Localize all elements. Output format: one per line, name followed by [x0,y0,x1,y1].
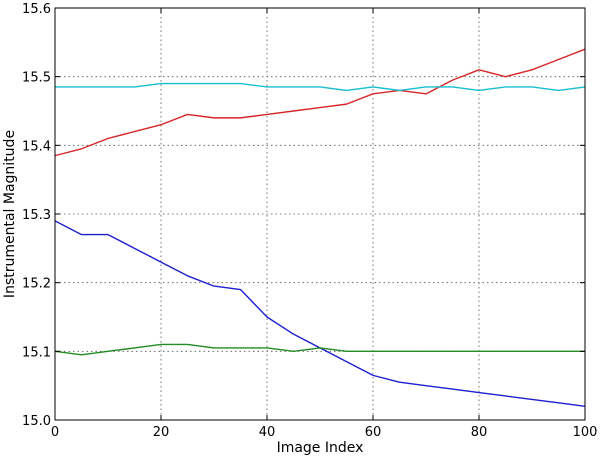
x-tick-label: 0 [51,425,59,440]
y-tick-label: 15.6 [22,2,51,17]
series-line-1 [54,48,586,157]
x-axis-label: Image Index [277,440,364,456]
x-tick-labels: 0 20 40 60 80 100 [51,425,598,440]
y-tick-label: 15.3 [22,208,51,223]
y-axis-label: Instrumental Magnitude [2,130,18,298]
y-tick-label: 15.1 [22,345,51,360]
series-group [54,48,586,407]
y-tick-labels: 15.0 15.1 15.2 15.3 15.4 15.5 15.6 [22,2,51,429]
x-tick-label: 100 [573,425,598,440]
y-tick-label: 15.0 [22,414,51,429]
y-tick-label: 15.2 [22,277,51,292]
x-tick-label: 20 [153,425,170,440]
grid-lines [55,8,585,420]
x-tick-label: 60 [365,425,382,440]
axis-ticks [54,7,586,421]
x-tick-label: 80 [471,425,488,440]
series-line-3 [54,220,586,407]
x-tick-label: 40 [259,425,276,440]
y-tick-label: 15.5 [22,71,51,86]
series-line-4 [54,343,585,356]
y-tick-label: 15.4 [22,139,51,154]
series-line-2 [55,82,586,92]
